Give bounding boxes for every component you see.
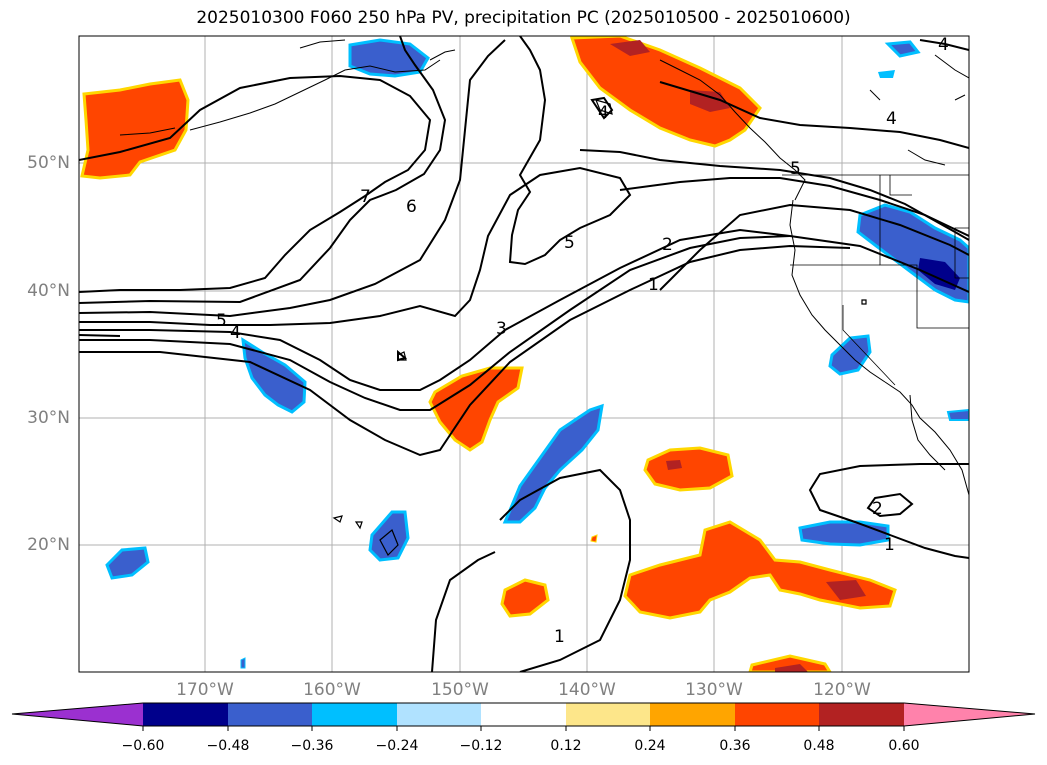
colorbar-extend-left xyxy=(12,703,143,726)
colorbar-bin xyxy=(397,703,481,726)
lat-label-50n: 50°N xyxy=(27,153,70,173)
contour-label: 1 xyxy=(554,627,565,647)
lon-label-170w: 170°W xyxy=(176,680,234,700)
colorbar-bin xyxy=(566,703,650,726)
negative-anomaly-regions xyxy=(105,38,969,669)
contour-label: 7 xyxy=(360,187,371,207)
colorbar-tick-label: 0.48 xyxy=(803,738,835,754)
colorbar-tick-label: −0.60 xyxy=(121,738,165,754)
lon-label-130w: 130°W xyxy=(685,680,743,700)
lat-label-40n: 40°N xyxy=(27,281,70,301)
colorbar-bin xyxy=(481,703,566,726)
contour-label: 4 xyxy=(230,323,241,343)
colorbar-tick-label: −0.12 xyxy=(459,738,503,754)
pv-contours xyxy=(79,36,969,672)
lat-label-30n: 30°N xyxy=(27,408,70,428)
colorbar-bin xyxy=(143,703,228,726)
colorbar-bin xyxy=(228,703,312,726)
lon-label-120w: 120°W xyxy=(813,680,871,700)
colorbar-tick-label: −0.48 xyxy=(206,738,250,754)
lon-label-160w: 160°W xyxy=(303,680,361,700)
contour-label: 5 xyxy=(216,311,227,331)
contour-label: 6 xyxy=(406,197,417,217)
contour-label: 4 xyxy=(598,103,609,123)
colorbar-tick-label: 0.12 xyxy=(550,738,582,754)
lon-label-150w: 150°W xyxy=(431,680,489,700)
positive-anomaly-regions xyxy=(80,36,897,672)
contour-label: 4 xyxy=(938,35,949,55)
contour-label: 5 xyxy=(790,159,801,179)
colorbar-extend-right xyxy=(904,703,1035,726)
colorbar-bin xyxy=(735,703,819,726)
contour-label: 3 xyxy=(496,319,507,339)
contour-label: 1 xyxy=(648,275,659,295)
lat-label-20n: 20°N xyxy=(27,535,70,555)
contour-label: 2 xyxy=(662,235,673,255)
colorbar-tick-label: 0.24 xyxy=(634,738,666,754)
map-title: 2025010300 F060 250 hPa PV, precipitatio… xyxy=(196,8,851,28)
lon-label-140w: 140°W xyxy=(558,680,616,700)
contour-label: 1 xyxy=(884,535,895,555)
map-frame xyxy=(78,35,970,673)
contour-label: 2 xyxy=(872,499,883,519)
contour-label: 4 xyxy=(886,109,897,129)
colorbar-tick-label: 0.60 xyxy=(888,738,920,754)
contour-label: 5 xyxy=(564,233,575,253)
colorbar-bin xyxy=(819,703,904,726)
colorbar xyxy=(11,702,1036,731)
colorbar-bin xyxy=(650,703,735,726)
contour-label-group: 7 6 5 4 3 2 1 5 4 4 5 2 1 1 4 xyxy=(216,35,949,647)
colorbar-tick-label: 0.36 xyxy=(719,738,751,754)
colorbar-tick-label: −0.24 xyxy=(375,738,419,754)
colorbar-tick-label: −0.36 xyxy=(290,738,334,754)
colorbar-bin xyxy=(312,703,397,726)
